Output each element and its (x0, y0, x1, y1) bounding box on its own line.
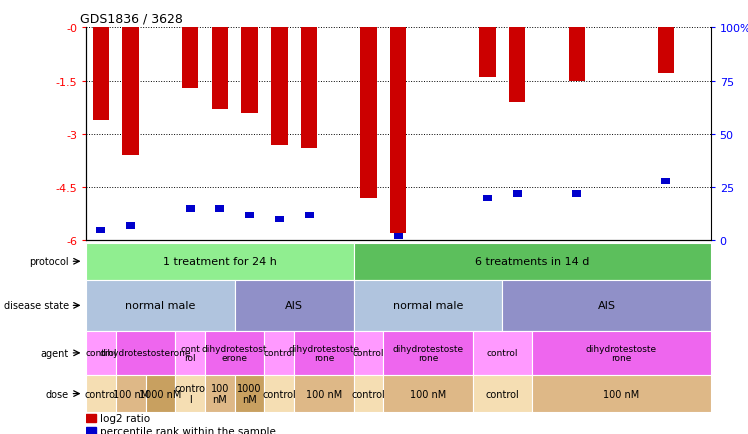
Bar (116, 375, 146, 412)
Bar (205, 375, 235, 412)
Text: control: control (485, 389, 519, 399)
Text: AIS: AIS (598, 301, 616, 311)
Bar (86, 331, 116, 375)
Text: disease state: disease state (4, 301, 69, 311)
Text: control: control (263, 389, 296, 399)
Bar (503, 280, 711, 331)
Bar (294, 331, 354, 375)
Text: 6 treatments in 14 d: 6 treatments in 14 d (475, 256, 589, 266)
Text: 100 nM: 100 nM (112, 389, 149, 399)
Text: 100 nM: 100 nM (410, 389, 446, 399)
Bar (304, 212, 313, 219)
Bar (361, 28, 377, 198)
Bar (473, 375, 532, 412)
Text: dihydrotestost
erone: dihydrotestost erone (202, 344, 268, 362)
Bar (473, 331, 532, 375)
Bar (384, 375, 473, 412)
Text: control: control (263, 349, 295, 358)
Bar (235, 280, 354, 331)
Bar (86, 414, 96, 422)
Text: contro
l: contro l (174, 383, 206, 404)
Bar (354, 243, 711, 280)
Text: 1000 nM: 1000 nM (139, 389, 182, 399)
Text: agent: agent (40, 348, 69, 358)
Text: control: control (487, 349, 518, 358)
Bar (205, 331, 265, 375)
Bar (86, 280, 235, 331)
Bar (275, 217, 283, 223)
Bar (509, 28, 525, 103)
Bar (265, 375, 294, 412)
Bar (294, 375, 354, 412)
Bar (242, 28, 258, 113)
Text: dihydrotestoste
rone: dihydrotestoste rone (289, 344, 360, 362)
Text: 100 nM: 100 nM (306, 389, 342, 399)
Bar (123, 28, 139, 156)
Bar (657, 28, 674, 74)
Text: control: control (84, 389, 117, 399)
Bar (175, 375, 205, 412)
Text: AIS: AIS (285, 301, 303, 311)
Bar (175, 331, 205, 375)
Text: log2 ratio: log2 ratio (99, 413, 150, 423)
Bar (568, 28, 585, 81)
Bar (384, 331, 473, 375)
Text: cont
rol: cont rol (180, 344, 200, 362)
Bar (265, 331, 294, 375)
Text: normal male: normal male (393, 301, 463, 311)
Bar (146, 375, 175, 412)
Bar (86, 375, 116, 412)
Bar (116, 331, 175, 375)
Text: 100 nM: 100 nM (603, 389, 640, 399)
Text: dihydrotestoste
rone: dihydrotestoste rone (586, 344, 657, 362)
Bar (572, 191, 581, 197)
Text: 1000
nM: 1000 nM (237, 383, 262, 404)
Text: control: control (352, 389, 385, 399)
Bar (272, 28, 287, 145)
Bar (479, 28, 496, 78)
Text: control: control (353, 349, 384, 358)
Bar (86, 427, 96, 434)
Bar (182, 28, 198, 89)
Text: GDS1836 / 3628: GDS1836 / 3628 (80, 13, 183, 26)
Bar (93, 28, 109, 120)
Bar (301, 28, 317, 149)
Text: percentile rank within the sample: percentile rank within the sample (99, 426, 275, 434)
Text: dihydrotestosterone: dihydrotestosterone (99, 349, 191, 358)
Bar (86, 243, 354, 280)
Bar (212, 28, 228, 110)
Bar (96, 227, 105, 233)
Bar (354, 331, 384, 375)
Bar (354, 375, 384, 412)
Bar (390, 28, 406, 234)
Text: normal male: normal male (125, 301, 195, 311)
Bar (245, 212, 254, 219)
Bar (532, 331, 711, 375)
Bar (483, 195, 492, 201)
Bar (513, 191, 522, 197)
Bar (235, 375, 265, 412)
Bar (661, 178, 670, 184)
Text: dose: dose (46, 389, 69, 399)
Text: protocol: protocol (29, 256, 69, 266)
Bar (186, 206, 194, 212)
Bar (354, 280, 503, 331)
Text: dihydrotestoste
rone: dihydrotestoste rone (393, 344, 464, 362)
Text: 1 treatment for 24 h: 1 treatment for 24 h (163, 256, 277, 266)
Text: 100
nM: 100 nM (211, 383, 229, 404)
Bar (393, 233, 403, 240)
Text: control: control (85, 349, 117, 358)
Bar (215, 206, 224, 212)
Bar (532, 375, 711, 412)
Bar (126, 223, 135, 229)
